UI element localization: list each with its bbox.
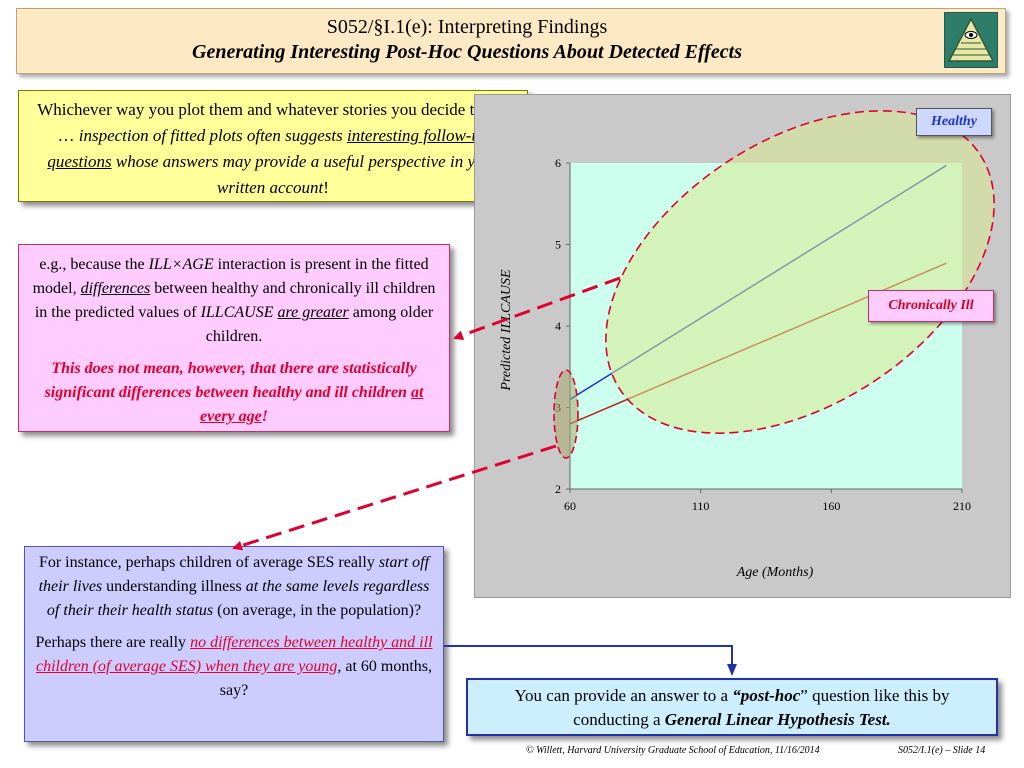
pink-text-1: e.g., because the: [39, 256, 149, 273]
pink-callout: e.g., because the ILL×AGE interaction is…: [18, 244, 450, 432]
pink-text-9: among older children.: [205, 304, 434, 345]
yellow-text-1: Whichever way you plot them and whatever…: [37, 100, 509, 145]
lav-p2-c: , at 60 months, say?: [219, 658, 433, 699]
yellow-text-5: !: [323, 178, 329, 197]
slide-title: S052/§I.1(e): Interpreting Findings: [326, 16, 608, 38]
arrow-to-lavender-box: [232, 444, 557, 551]
footer-slide-number: S052/I.1(e) – Slide 14: [898, 745, 986, 756]
lav-p2-b: no differences between healthy and ill c…: [35, 634, 433, 675]
lavender-paragraph-1: For instance, perhaps children of averag…: [35, 551, 433, 623]
pink-warn-2: at every age: [200, 384, 424, 425]
title-bar: S052/§I.1(e): Interpreting Findings Gene…: [16, 8, 1006, 74]
pink-paragraph: e.g., because the ILL×AGE interaction is…: [29, 253, 439, 349]
pink-text-5: between healthy and chronically ill chil…: [34, 280, 436, 321]
y-tick-label: 4: [555, 319, 561, 333]
x-tick-label: 60: [564, 499, 576, 513]
pink-warn-1: This does not mean, however, that there …: [44, 360, 417, 401]
arrow-to-pink-box: [453, 276, 621, 340]
yellow-callout: Whichever way you plot them and whatever…: [18, 90, 528, 202]
connector-to-blue-box: [444, 645, 737, 676]
logo-icon: [944, 12, 998, 68]
lav-p2-a: Perhaps there are really: [35, 634, 191, 651]
x-tick-label: 160: [822, 499, 840, 513]
pink-text-3: interaction is present in the fitted mod…: [32, 256, 429, 297]
blue-text-4: General Linear Hypothesis Test.: [664, 710, 891, 729]
yellow-text-3: interesting follow-up questions: [47, 126, 489, 171]
footer-copyright: © Willett, Harvard University Graduate S…: [526, 745, 820, 756]
slide-subtitle: Generating Interesting Post-Hoc Question…: [192, 41, 742, 63]
pink-warn-3: !: [261, 408, 268, 425]
x-axis-label: Age (Months): [736, 565, 814, 580]
pink-warning: This does not mean, however, that there …: [29, 357, 439, 429]
x-tick-label: 110: [692, 499, 710, 513]
small-dashed-ellipse: [553, 369, 579, 459]
pink-text-2: ILL×AGE: [148, 256, 214, 273]
lav-text-5: (on average, in the population)?: [213, 602, 422, 619]
y-axis-label: Predicted ILLCAUSE: [499, 269, 514, 392]
x-tick-label: 210: [953, 499, 971, 513]
blue-text-3: ” question like this by conducting a: [573, 686, 950, 729]
y-tick-label: 5: [555, 238, 561, 252]
lav-text-3: understanding illness: [102, 578, 246, 595]
lav-text-4: at the same levels regardless of their t…: [46, 578, 430, 619]
legend-healthy: Healthy: [916, 108, 992, 136]
yellow-text-4: whose answers may provide a useful persp…: [111, 152, 499, 197]
pink-text-4: differences: [80, 280, 151, 297]
lav-text-1: For instance, perhaps children of averag…: [38, 554, 379, 571]
blue-text-1: You can provide an answer to a: [514, 686, 733, 705]
lav-text-2: start off their lives: [38, 554, 430, 595]
pink-text-8: are greater: [277, 304, 349, 321]
y-tick-label: 6: [555, 156, 561, 170]
lavender-paragraph-2: Perhaps there are really no differences …: [35, 631, 433, 703]
pink-text-6: ILLCAUSE: [200, 304, 274, 321]
y-tick-label: 2: [555, 482, 561, 496]
pyramid-eye-icon: [947, 17, 995, 62]
x-tick-labels: 60 110 160 210: [564, 489, 971, 513]
yellow-text-2: inspection of fitted plots often suggest…: [78, 126, 343, 145]
lavender-callout: For instance, perhaps children of averag…: [24, 546, 444, 742]
large-dashed-ellipse: [605, 110, 995, 434]
blue-callout: You can provide an answer to a “post-hoc…: [466, 678, 998, 736]
blue-text-2: “post-hoc: [732, 686, 801, 705]
legend-chronically-ill: Chronically Ill: [868, 290, 994, 322]
